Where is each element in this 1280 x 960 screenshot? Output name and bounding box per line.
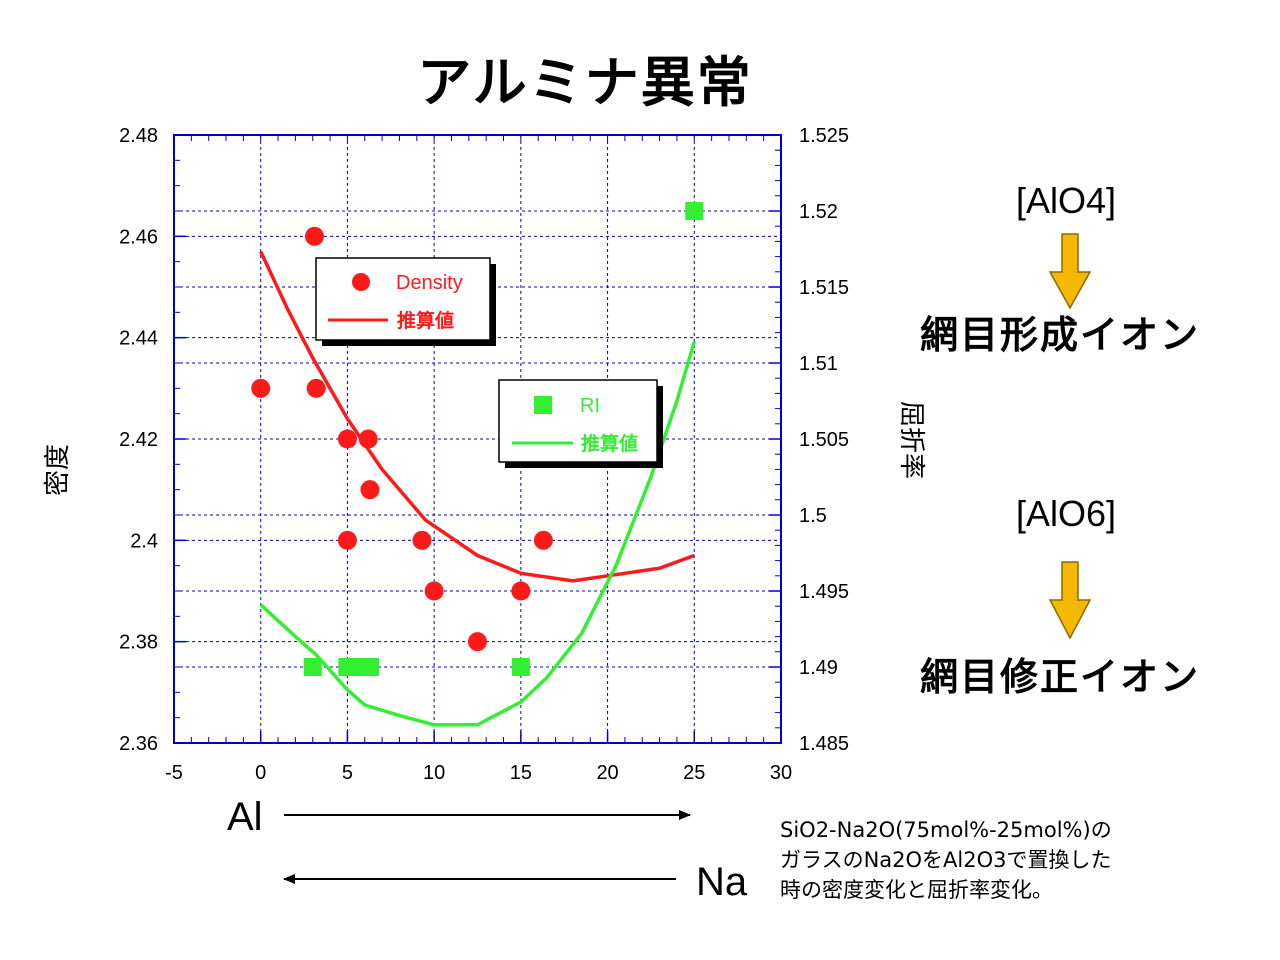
y-right-tick-label: 1.525 (799, 125, 849, 147)
y-right-tick-label: 1.5 (799, 505, 827, 527)
chart-series (251, 202, 704, 727)
y-left-tick-label: 2.44 (119, 328, 158, 350)
density-data-point (304, 226, 324, 246)
y-left-tick-label: 2.48 (119, 125, 158, 147)
y-right-tick-label: 1.505 (799, 429, 849, 451)
density-data-point (511, 581, 531, 601)
y-right-tick-label: 1.485 (799, 733, 849, 755)
density-data-point (337, 530, 357, 550)
y-right-axis-title: 屈折率 (896, 401, 926, 479)
alo6-formula: [AlO6] (1016, 493, 1116, 534)
ri-legend-marker-label: RI (580, 395, 600, 417)
y-left-tick-label: 2.4 (130, 530, 158, 552)
density-data-point (468, 632, 487, 652)
y-right-tick-label: 1.52 (799, 201, 838, 223)
y-left-tick-label: 2.42 (119, 429, 158, 451)
y-left-tick-label: 2.36 (119, 733, 158, 755)
y-right-tick-label: 1.495 (799, 581, 849, 603)
density-legend-marker-label: Density (396, 272, 463, 294)
x-tick-label: 5 (342, 762, 353, 784)
y-right-tick-label: 1.49 (799, 657, 838, 679)
ri-data-point (360, 658, 379, 676)
ri-legend: RI 推算値 (498, 379, 663, 468)
density-data-point (360, 480, 380, 500)
y-left-tick-labels: 2.36 2.38 2.4 2.42 2.44 2.46 2.48 (119, 125, 158, 755)
ri-data-point (685, 202, 704, 220)
x-tick-label: 0 (255, 762, 266, 784)
down-arrow-icon (1048, 233, 1092, 310)
axis-ticks (173, 134, 782, 744)
density-legend-marker (352, 273, 370, 291)
page-title: アルミナ異常 (417, 51, 753, 114)
x-tick-label: 30 (770, 762, 792, 784)
x-axis-tick-labels: -5 0 5 10 15 20 25 30 (165, 762, 792, 784)
chart-grid (174, 135, 781, 743)
x-tick-label: 15 (510, 762, 532, 784)
na-label: Na (696, 860, 748, 904)
note-line-3: 時の密度変化と屈折率変化。 (780, 878, 1053, 902)
al-label: Al (227, 795, 263, 839)
density-data-point (251, 378, 271, 398)
density-data-point (306, 378, 326, 398)
density-data-point (337, 429, 357, 449)
network-former-label: 網目形成イオン (920, 313, 1200, 357)
density-legend: Density 推算値 (315, 257, 496, 346)
series-line-density-estimate (259, 250, 695, 583)
ri-legend-marker (534, 396, 552, 414)
ri-legend-line-label: 推算値 (581, 432, 638, 455)
series-line-ri-estimate (259, 341, 696, 727)
y-left-tick-label: 2.38 (119, 632, 158, 654)
note-line-2: ガラスのNa2OをAl2O3で置換した (780, 848, 1112, 872)
y-right-tick-labels: 1.485 1.49 1.495 1.5 1.505 1.51 1.515 1.52 1.525 (799, 125, 849, 755)
density-data-point (533, 530, 553, 550)
y-left-axis-title: 密度 (43, 444, 73, 496)
network-modifier-label: 網目修正イオン (920, 655, 1200, 699)
x-tick-label: 10 (423, 762, 445, 784)
x-tick-label: 20 (596, 762, 618, 784)
ri-data-point (303, 658, 322, 676)
note-line-1: SiO2-Na2O(75mol%-25mol%)の (780, 818, 1112, 842)
density-data-point (358, 429, 378, 449)
density-legend-line-label: 推算値 (397, 309, 454, 332)
down-arrow-icon (1048, 561, 1092, 640)
ri-data-point (511, 658, 530, 676)
x-tick-label: 25 (683, 762, 705, 784)
density-data-point (412, 530, 432, 550)
y-right-tick-label: 1.51 (799, 353, 838, 375)
density-data-point (424, 581, 444, 601)
y-right-tick-label: 1.515 (799, 277, 849, 299)
alo4-formula: [AlO4] (1016, 180, 1116, 221)
x-tick-label: -5 (165, 762, 183, 784)
y-left-tick-label: 2.46 (119, 226, 158, 248)
